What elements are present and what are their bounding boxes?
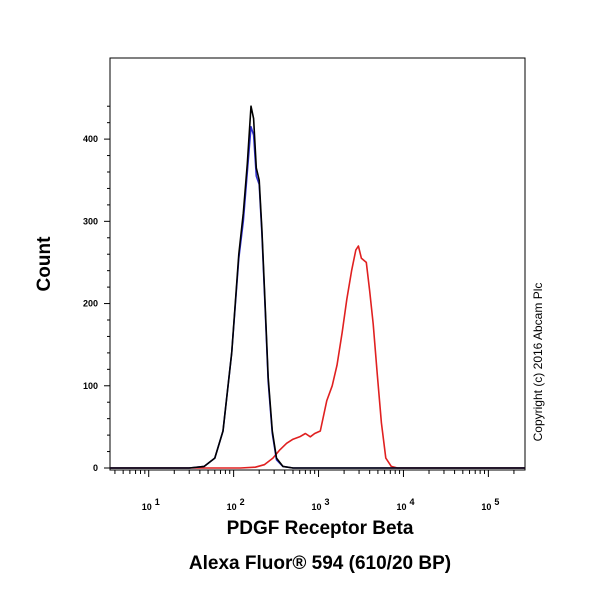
x-tick-label: 10 <box>481 502 491 512</box>
series-line-1 <box>110 126 525 469</box>
y-axis: 0 100 200 300 400 <box>83 105 110 473</box>
y-tick-label: 400 <box>83 134 98 144</box>
x-axis-title-line-1: PDGF Receptor Beta <box>227 518 414 539</box>
x-tick-exponent: 5 <box>494 497 499 507</box>
series-line-0 <box>110 105 525 469</box>
x-tick-label: 10 <box>227 502 237 512</box>
y-tick-label: 200 <box>83 299 98 309</box>
x-tick-exponent: 3 <box>325 497 330 507</box>
x-axis: 10 1 10 2 10 3 10 4 10 5 <box>114 470 515 512</box>
y-tick-label: 0 <box>93 463 98 473</box>
y-tick-label: 100 <box>83 381 98 391</box>
x-axis-title-line-2: Alexa Fluor® 594 (610/20 BP) <box>189 553 451 574</box>
x-tick-label: 10 <box>312 502 322 512</box>
x-tick-label: 10 <box>142 502 152 512</box>
series-layer <box>110 105 525 469</box>
copyright-text: Copyright (c) 2016 Abcam Plc <box>531 283 545 442</box>
x-tick-label: 10 <box>396 502 406 512</box>
x-tick-exponent: 1 <box>155 497 160 507</box>
y-axis-title: Count <box>34 236 55 292</box>
series-line-2 <box>110 245 525 469</box>
plot-frame <box>109 57 526 471</box>
x-tick-exponent: 2 <box>240 497 245 507</box>
x-tick-exponent: 4 <box>409 497 414 507</box>
y-tick-label: 300 <box>83 216 98 226</box>
